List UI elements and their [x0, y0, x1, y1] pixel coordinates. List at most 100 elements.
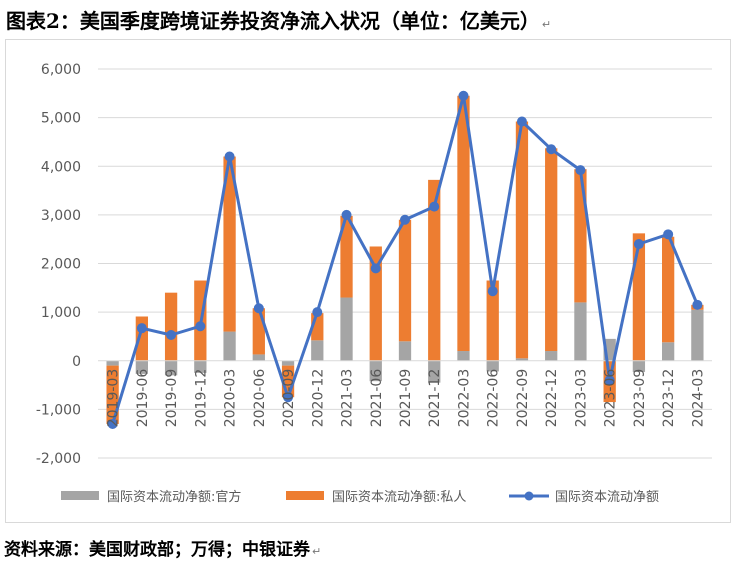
- x-tick-label: 2022-06: [486, 369, 502, 428]
- total-point: [663, 229, 674, 240]
- private-bar: [369, 246, 382, 361]
- y-axis: -2,000 -1,000 0 1,000 2,000 3,000 4,000 5,000 6,…: [36, 62, 81, 467]
- official-bar: [281, 360, 295, 366]
- total-point: [341, 209, 352, 220]
- x-tick-label: 2020-09: [281, 369, 297, 428]
- official-bar: [398, 341, 412, 361]
- total-point: [195, 321, 206, 332]
- total-point: [224, 151, 235, 162]
- private-bar: [252, 308, 265, 355]
- y-tick-label: 4,000: [41, 159, 81, 175]
- total-point: [604, 375, 615, 386]
- paragraph-mark-icon: ↵: [541, 18, 552, 31]
- official-bar: [662, 342, 675, 361]
- total-point: [400, 214, 410, 225]
- legend-swatch: [286, 491, 324, 500]
- official-bar: [632, 360, 646, 372]
- x-tick-label: 2023-12: [661, 369, 677, 428]
- total-point: [633, 239, 644, 250]
- y-tick-label: -1,000: [36, 402, 81, 418]
- y-tick-label: 0: [72, 354, 81, 370]
- official-bar: [691, 309, 704, 361]
- x-tick-label: 2022-09: [515, 369, 531, 428]
- official-bar: [164, 360, 178, 376]
- total-line: [107, 90, 703, 429]
- x-tick-label: 2019-03: [106, 369, 122, 428]
- official-bar: [223, 331, 236, 361]
- y-tick-label: -2,000: [36, 451, 81, 467]
- private-bar: [164, 292, 178, 361]
- official-bar: [515, 358, 529, 361]
- chart-title: 图表2：美国季度跨境证券投资净流入状况（单位：亿美元） ↵: [6, 4, 732, 38]
- total-point: [107, 418, 118, 429]
- total-point: [370, 263, 381, 274]
- private-bar: [428, 179, 441, 361]
- official-bar: [194, 360, 207, 373]
- x-tick-label: 2023-03: [573, 369, 589, 428]
- chart-title-text: 图表2：美国季度跨境证券投资净流入状况（单位：亿美元）: [6, 9, 540, 33]
- total-point: [283, 392, 294, 403]
- total-point: [487, 286, 498, 297]
- official-bar: [311, 340, 324, 361]
- x-tick-label: 2024-03: [690, 369, 706, 428]
- source-text: 资料来源：美国财政部；万得；中银证券: [4, 540, 310, 560]
- total-point: [516, 116, 527, 127]
- x-tick-label: 2021-12: [427, 369, 443, 428]
- y-tick-label: 6,000: [41, 62, 81, 78]
- private-bar: [486, 280, 499, 361]
- x-tick-label: 2021-03: [340, 369, 356, 428]
- x-tick-label: 2019-09: [164, 369, 180, 428]
- private-bar: [662, 236, 675, 343]
- x-tick-label: 2021-09: [398, 369, 414, 428]
- total-point: [458, 90, 469, 101]
- total-point: [575, 165, 586, 176]
- total-point: [692, 299, 703, 310]
- y-tick-label: 5,000: [41, 111, 81, 127]
- x-tick-label: 2020-03: [223, 369, 239, 428]
- private-bar: [545, 148, 558, 352]
- private-bar: [632, 233, 646, 361]
- private-bar: [515, 121, 529, 359]
- official-bar: [135, 360, 148, 374]
- total-point: [312, 307, 323, 318]
- private-bar: [223, 156, 236, 332]
- paragraph-mark-icon: ↵: [312, 545, 322, 558]
- y-tick-label: 2,000: [41, 257, 81, 273]
- official-bar: [252, 354, 265, 361]
- total-point: [253, 303, 264, 314]
- total-point: [136, 323, 147, 334]
- x-tick-label: 2019-12: [193, 369, 209, 428]
- total-point: [429, 201, 440, 212]
- legend: 国际资本流动净额:官方 国际资本流动净额:私人 国际资本流动净额: [61, 489, 659, 505]
- chart-frame: -2,000 -1,000 0 1,000 2,000 3,000 4,000 5,000 6,…: [5, 39, 731, 523]
- official-bar: [369, 360, 382, 382]
- x-tick-label: 2019-06: [135, 369, 151, 428]
- official-bar: [545, 351, 558, 361]
- official-bar: [428, 360, 441, 383]
- y-tick-label: 3,000: [41, 208, 81, 224]
- official-bar: [340, 297, 353, 361]
- legend-swatch: [61, 491, 99, 500]
- total-point: [546, 144, 557, 155]
- x-tick-label: 2023-09: [632, 369, 648, 428]
- legend-label: 国际资本流动净额:官方: [107, 489, 241, 505]
- x-tick-label: 2021-06: [369, 369, 385, 428]
- official-bar: [486, 360, 499, 372]
- legend-label: 国际资本流动净额: [555, 490, 659, 505]
- x-tick-label: 2020-12: [310, 369, 326, 428]
- private-bar: [398, 219, 412, 342]
- official-bar: [457, 351, 470, 361]
- y-tick-label: 1,000: [41, 305, 81, 321]
- official-bar: [106, 360, 119, 366]
- legend-label: 国际资本流动净额:私人: [332, 490, 466, 505]
- x-tick-label: 2022-12: [544, 369, 560, 428]
- x-tick-label: 2023-06: [603, 369, 619, 428]
- x-tick-label: 2022-03: [456, 369, 472, 428]
- total-point: [166, 329, 177, 340]
- chart-svg: -2,000 -1,000 0 1,000 2,000 3,000 4,000 5,000 6,…: [36, 62, 712, 505]
- x-tick-label: 2020-06: [252, 369, 268, 428]
- private-bar: [457, 95, 470, 352]
- x-axis: 2019-03 2019-06 2019-09 2019-12 2020-03 2020-…: [106, 369, 707, 428]
- legend-marker: [524, 491, 534, 501]
- private-bar: [574, 169, 587, 303]
